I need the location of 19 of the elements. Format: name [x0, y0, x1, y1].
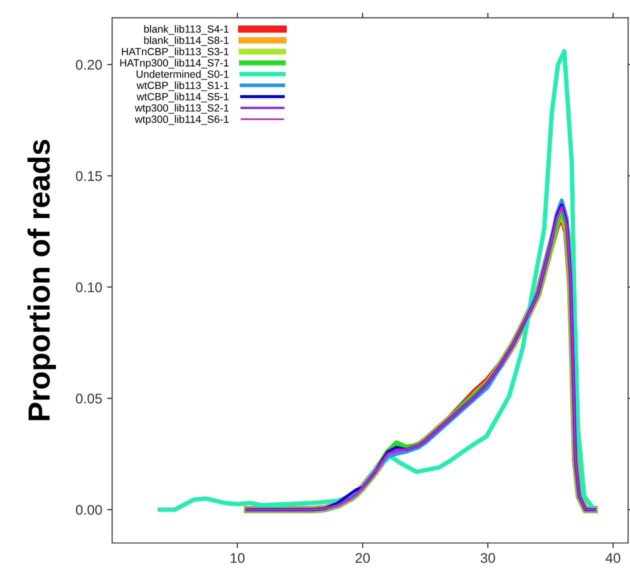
y-tick-label: 0.15 — [76, 171, 102, 181]
legend-label: HATnp300_lib114_S7-1 — [120, 58, 229, 69]
legend-label: wtp300_lib113_S2-1 — [134, 104, 229, 114]
y-tick-label: 0.00 — [76, 504, 102, 515]
legend-label: blank_lib114_S8-1 — [144, 36, 229, 46]
legend-label: HATnCBP_lib113_S3-1 — [122, 48, 229, 58]
x-tick-label: 40 — [606, 553, 620, 563]
legend-label: wtp300_lib114_S6-1 — [134, 115, 229, 125]
legend-label: wtCBP_lib114_S5-1 — [136, 92, 229, 102]
x-tick-label: 20 — [356, 553, 370, 563]
y-tick-label: 0.10 — [76, 282, 102, 292]
legend-label: blank_lib113_S4-1 — [144, 25, 229, 35]
y-tick-label: 0.05 — [76, 394, 102, 404]
y-tick-label: 0.20 — [76, 60, 102, 70]
x-tick-label: 10 — [230, 553, 245, 563]
x-tick-label: 30 — [480, 553, 496, 563]
legend-label: Undetermined_S0-1 — [136, 70, 229, 80]
y-axis-title: Proportion of reads — [27, 140, 56, 420]
legend-label: wtCBP_lib113_S1-1 — [136, 81, 229, 92]
